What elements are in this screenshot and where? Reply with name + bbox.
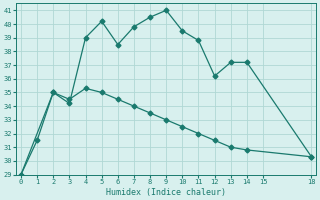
X-axis label: Humidex (Indice chaleur): Humidex (Indice chaleur) xyxy=(106,188,226,197)
